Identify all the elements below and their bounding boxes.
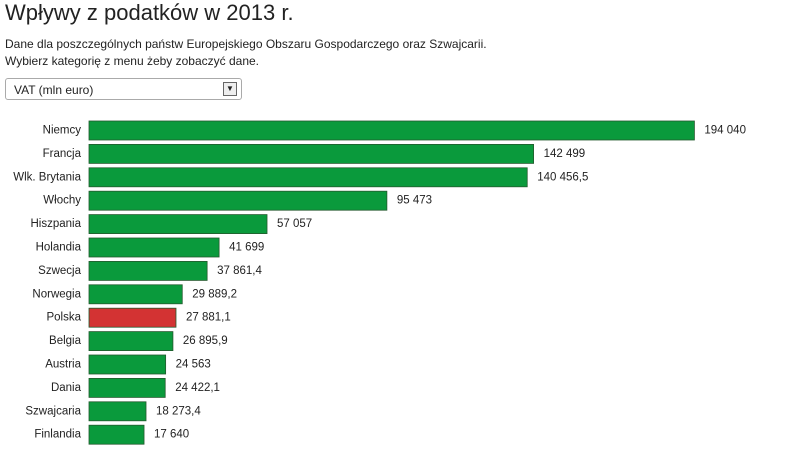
value-label: 194 040 bbox=[704, 125, 746, 137]
subtitle: Dane dla poszczególnych państw Europejsk… bbox=[5, 37, 487, 51]
bar bbox=[88, 307, 177, 328]
dropdown-arrow[interactable]: ▼ bbox=[223, 82, 237, 96]
category-label: Austria bbox=[45, 359, 81, 371]
category-label: Holandia bbox=[36, 242, 82, 254]
bar bbox=[88, 143, 534, 164]
category-label: Dania bbox=[51, 382, 82, 394]
category-label: Finlandia bbox=[34, 429, 81, 441]
category-label: Francja bbox=[43, 148, 82, 160]
bar bbox=[88, 120, 695, 141]
bar bbox=[88, 331, 174, 352]
title: Wpływy z podatków w 2013 r. bbox=[5, 0, 294, 25]
value-label: 24 422,1 bbox=[175, 382, 220, 394]
bar bbox=[88, 354, 167, 375]
category-label: Belgia bbox=[49, 335, 82, 347]
category-label: Polska bbox=[46, 312, 81, 324]
value-label: 142 499 bbox=[544, 148, 586, 160]
bar bbox=[88, 424, 145, 445]
bar bbox=[88, 214, 268, 235]
value-label: 29 889,2 bbox=[192, 288, 237, 300]
category-label: Szwajcaria bbox=[25, 405, 81, 417]
bar bbox=[88, 190, 388, 211]
category-label: Wlk. Brytania bbox=[13, 171, 81, 183]
subtitle: Wybierz kategorię z menu żeby zobaczyć d… bbox=[5, 54, 260, 68]
category-label: Niemcy bbox=[43, 125, 82, 137]
value-label: 95 473 bbox=[397, 195, 432, 207]
value-label: 18 273,4 bbox=[156, 405, 201, 417]
bar bbox=[88, 260, 208, 281]
bar bbox=[88, 167, 528, 188]
dropdown[interactable]: VAT (mln euro) ▼ bbox=[5, 78, 242, 100]
bar bbox=[88, 401, 147, 422]
category-label: Hiszpania bbox=[31, 218, 82, 230]
value-label: 17 640 bbox=[154, 429, 189, 441]
category-label: Norwegia bbox=[32, 288, 81, 300]
value-label: 24 563 bbox=[176, 359, 211, 371]
value-label: 57 057 bbox=[277, 218, 312, 230]
bar bbox=[88, 237, 220, 258]
dropdown-label: VAT (mln euro) bbox=[14, 83, 94, 97]
bar bbox=[88, 284, 183, 305]
category-label: Włochy bbox=[43, 195, 81, 207]
value-label: 41 699 bbox=[229, 242, 264, 254]
value-label: 37 861,4 bbox=[217, 265, 262, 277]
value-label: 26 895,9 bbox=[183, 335, 228, 347]
category-label: Szwecja bbox=[38, 265, 81, 277]
bar bbox=[88, 377, 166, 398]
value-label: 27 881,1 bbox=[186, 312, 231, 324]
value-label: 140 456,5 bbox=[537, 171, 588, 183]
